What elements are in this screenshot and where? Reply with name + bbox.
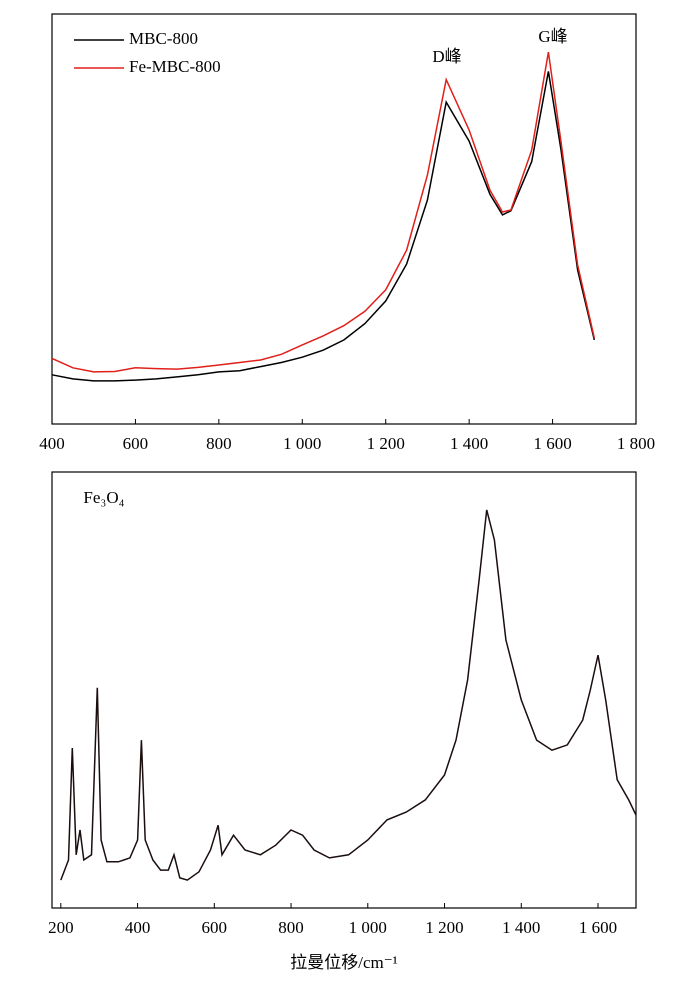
annotation: D峰: [432, 47, 461, 66]
x-tick-label: 1 800: [617, 434, 655, 453]
legend-label: Fe-MBC-800: [129, 57, 221, 76]
x-tick-label: 400: [125, 918, 151, 937]
x-tick-label: 1 000: [349, 918, 387, 937]
x-tick-label: 800: [206, 434, 232, 453]
x-axis-label: 拉曼位移/cm⁻¹: [290, 953, 398, 972]
x-tick-label: 1 400: [450, 434, 488, 453]
x-tick-label: 1 000: [283, 434, 321, 453]
x-tick-label: 1 600: [533, 434, 571, 453]
x-tick-label: 400: [39, 434, 65, 453]
x-tick-label: 600: [202, 918, 228, 937]
annotation: G峰: [538, 27, 567, 46]
x-tick-label: 600: [123, 434, 149, 453]
x-tick-label: 1 200: [425, 918, 463, 937]
x-tick-label: 800: [278, 918, 304, 937]
series-line: [51, 71, 596, 382]
x-tick-label: 1 200: [367, 434, 405, 453]
plot-frame: [51, 13, 637, 425]
series-line: [60, 509, 637, 881]
x-tick-label: 200: [48, 918, 74, 937]
legend-label: MBC-800: [129, 29, 198, 48]
series-line: [51, 51, 596, 373]
x-tick-label: 1 600: [579, 918, 617, 937]
annotation: Fe₃O₄: [83, 488, 124, 507]
x-tick-label: 1 400: [502, 918, 540, 937]
plot-frame: [51, 471, 637, 909]
